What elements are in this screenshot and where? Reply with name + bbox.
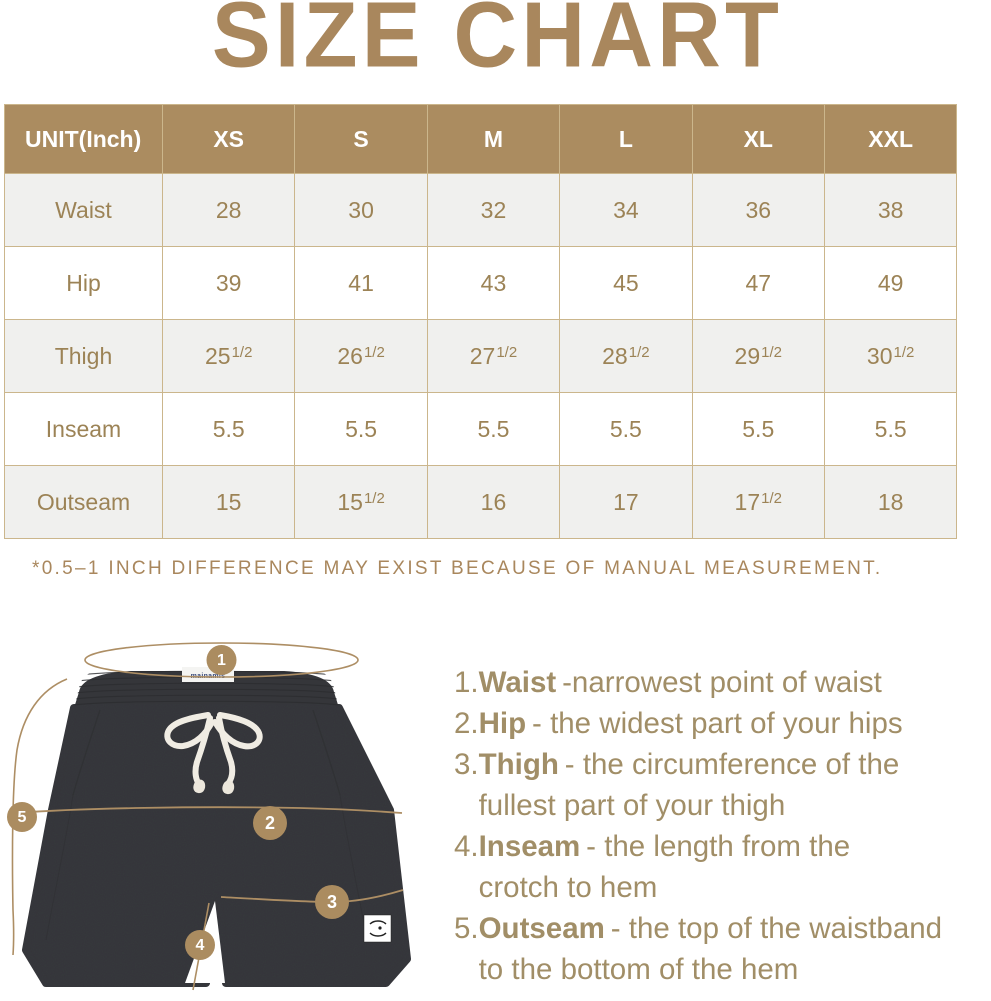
svg-text:1: 1 [217,652,226,669]
svg-text:4: 4 [196,937,205,954]
svg-text:5: 5 [18,809,27,826]
svg-text:3: 3 [327,892,337,912]
svg-text:2: 2 [265,813,275,833]
